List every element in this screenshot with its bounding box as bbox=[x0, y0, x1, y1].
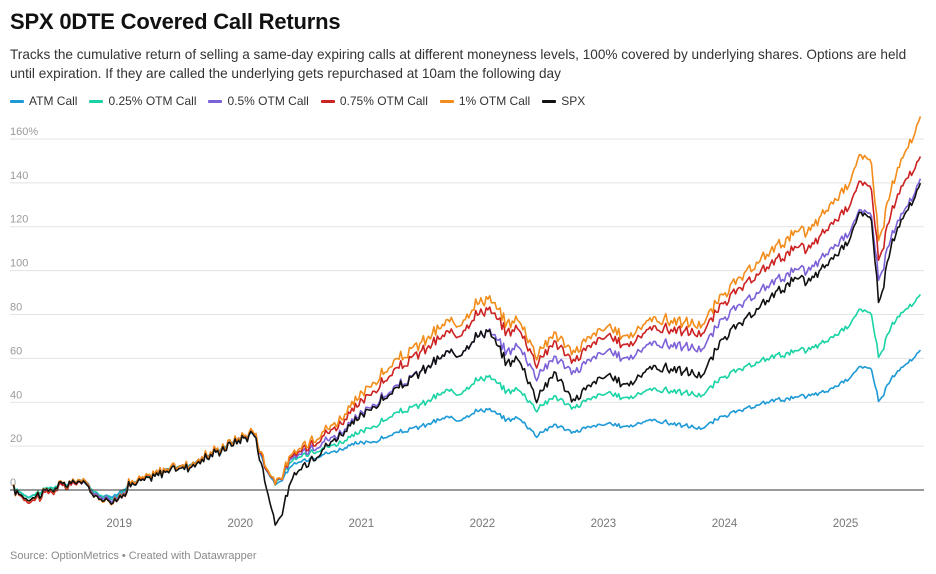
x-tick-label: 2025 bbox=[833, 518, 859, 530]
legend-swatch bbox=[320, 99, 335, 103]
legend-item: SPX bbox=[542, 94, 585, 108]
series-line bbox=[12, 116, 922, 506]
x-axis-ticks: 2019 2020 2021 2022 2023 2024 2025 bbox=[106, 518, 858, 530]
legend-label: SPX bbox=[561, 94, 586, 108]
y-tick-label: 40 bbox=[10, 389, 22, 401]
x-tick-label: 2022 bbox=[470, 518, 496, 530]
x-tick-label: 2021 bbox=[349, 518, 375, 530]
gridlines bbox=[10, 138, 924, 447]
legend-swatch bbox=[10, 99, 24, 103]
legend-swatch bbox=[208, 99, 223, 103]
legend-item: 0.25% OTM Call bbox=[89, 94, 196, 108]
y-tick-label: 120 bbox=[10, 214, 28, 226]
y-tick-label: 0 bbox=[10, 477, 16, 489]
legend-swatch bbox=[542, 99, 557, 103]
legend-item: 1% OTM Call bbox=[439, 94, 531, 108]
chart-title: SPX 0DTE Covered Call Returns bbox=[10, 9, 341, 34]
legend-label: 0.75% OTM Call bbox=[339, 94, 428, 108]
legend-item: ATM Call bbox=[10, 94, 77, 108]
x-tick-label: 2019 bbox=[106, 518, 132, 530]
legend-item: 0.5% OTM Call bbox=[208, 94, 309, 108]
y-tick-label: 80 bbox=[10, 302, 22, 314]
y-axis-ticks: 0 20 40 60 80 100 120 140 160% bbox=[10, 126, 38, 489]
y-tick-label: 100 bbox=[10, 258, 28, 270]
y-tick-label: 20 bbox=[10, 433, 22, 445]
legend-label: 0.5% OTM Call bbox=[227, 94, 309, 108]
legend-item: 0.75% OTM Call bbox=[320, 94, 428, 108]
y-tick-label: 60 bbox=[10, 345, 22, 357]
chart-legend: ATM Call 0.25% OTM Call 0.5% OTM Call 0.75%… bbox=[10, 93, 597, 109]
series-lines bbox=[12, 116, 922, 526]
series-line bbox=[12, 156, 922, 506]
legend-label: 0.25% OTM Call bbox=[108, 94, 197, 108]
series-line bbox=[12, 182, 922, 526]
source-note: Source: OptionMetrics • Created with Dat… bbox=[10, 550, 257, 562]
legend-swatch bbox=[439, 99, 454, 103]
legend-label: ATM Call bbox=[29, 94, 78, 108]
x-tick-label: 2020 bbox=[227, 518, 253, 530]
legend-label: 1% OTM Call bbox=[458, 94, 531, 108]
chart-subtitle: Tracks the cumulative return of selling … bbox=[10, 47, 907, 81]
x-tick-label: 2023 bbox=[591, 518, 617, 530]
y-tick-label: 140 bbox=[10, 170, 28, 182]
x-tick-label: 2024 bbox=[712, 518, 738, 530]
legend-swatch bbox=[89, 99, 104, 103]
y-tick-label: 160% bbox=[10, 126, 38, 138]
